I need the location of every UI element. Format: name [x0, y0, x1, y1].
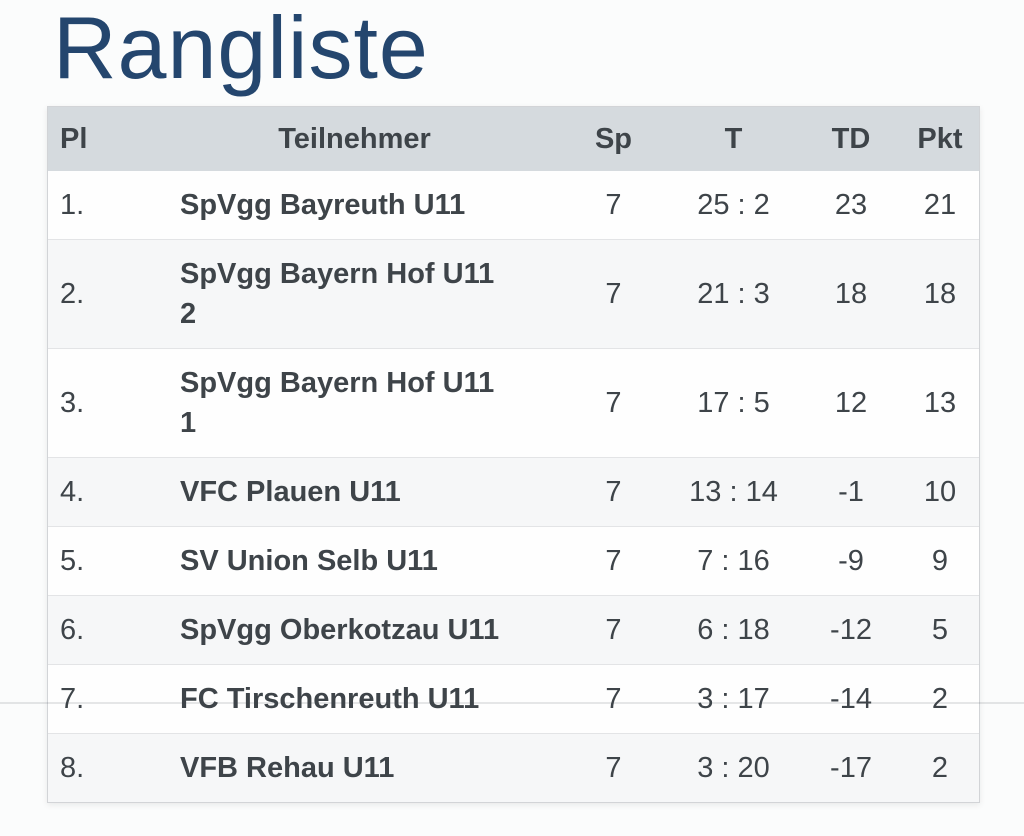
cell-pkt: 2	[901, 733, 979, 802]
cell-sp: 7	[561, 733, 666, 802]
cell-sp: 7	[561, 239, 666, 349]
cell-pl: 5.	[48, 526, 148, 596]
cell-t: 17 : 5	[666, 348, 801, 458]
cell-pl: 8.	[48, 733, 148, 802]
table-body: 1. SpVgg Bayreuth U11 7 25 : 2 23 21 2. SpVgg B…	[48, 171, 979, 802]
cell-team: SpVgg Bayreuth U11	[180, 189, 466, 221]
cell-sp: 7	[561, 348, 666, 458]
cell-t: 3 : 20	[666, 733, 801, 802]
header-td: TD	[801, 107, 901, 171]
header-teilnehmer: Teilnehmer	[148, 107, 561, 171]
cell-team: VFB Rehau U11	[148, 733, 561, 802]
header-pkt: Pkt	[901, 107, 979, 171]
rangliste-table: Pl Teilnehmer Sp T TD Pkt 1. SpVgg Bayreu…	[48, 107, 979, 802]
table-row: 2. SpVgg Bayern Hof U11 2 7 21 : 3 18 18	[48, 239, 979, 349]
table-row: 8. VFB Rehau U11 7 3 : 20 -17 2	[48, 733, 979, 802]
cell-team: SpVgg Bayern Hof U11 2	[148, 239, 561, 349]
cell-pl: 4.	[48, 457, 148, 527]
cell-pl: 7.	[48, 664, 148, 734]
rangliste-table-container: Pl Teilnehmer Sp T TD Pkt 1. SpVgg Bayreu…	[47, 106, 980, 803]
table-row: 5. SV Union Selb U11 7 7 : 16 -9 9	[48, 526, 979, 596]
cell-sp: 7	[561, 595, 666, 665]
cell-team: SpVgg Oberkotzau U11	[148, 595, 561, 665]
cell-td: 23	[834, 189, 868, 221]
table-header-row: Pl Teilnehmer Sp T TD Pkt	[48, 107, 979, 171]
cell-td: -1	[801, 457, 901, 527]
cell-td: -9	[801, 526, 901, 596]
cell-td: 12	[801, 348, 901, 458]
cell-pl: 1.	[60, 189, 85, 221]
header-sp: Sp	[561, 107, 666, 171]
cell-td: -17	[801, 733, 901, 802]
cell-team: SV Union Selb U11	[148, 526, 561, 596]
cell-team: SpVgg Bayern Hof U11 1	[148, 348, 561, 458]
cell-pkt: 5	[901, 595, 979, 665]
table-row: 4. VFC Plauen U11 7 13 : 14 -1 10	[48, 457, 979, 527]
table-row: 7. FC Tirschenreuth U11 7 3 : 17 -14 2	[48, 664, 979, 734]
cell-team: FC Tirschenreuth U11	[148, 664, 561, 734]
table-row: 1. SpVgg Bayreuth U11 7 25 : 2 23 21	[48, 171, 979, 240]
cell-t: 13 : 14	[666, 457, 801, 527]
cell-td: 18	[801, 239, 901, 349]
table-row: 6. SpVgg Oberkotzau U11 7 6 : 18 -12 5	[48, 595, 979, 665]
page-title: Rangliste	[53, 0, 429, 97]
cell-sp: 7	[605, 189, 622, 221]
cell-t: 7 : 16	[666, 526, 801, 596]
cell-pl: 2.	[48, 239, 148, 349]
cell-t: 6 : 18	[666, 595, 801, 665]
cell-pkt: 2	[901, 664, 979, 734]
cell-pl: 6.	[48, 595, 148, 665]
cell-pkt: 9	[901, 526, 979, 596]
cell-sp: 7	[561, 664, 666, 734]
cell-sp: 7	[561, 526, 666, 596]
cell-pkt: 18	[901, 239, 979, 349]
cell-sp: 7	[561, 457, 666, 527]
cell-pkt: 13	[901, 348, 979, 458]
header-pl: Pl	[48, 107, 148, 171]
cell-t: 25 : 2	[697, 189, 770, 221]
cell-td: -14	[801, 664, 901, 734]
cell-pkt: 21	[923, 189, 957, 221]
cell-pkt: 10	[901, 457, 979, 527]
cell-pl: 3.	[48, 348, 148, 458]
table-row: 3. SpVgg Bayern Hof U11 1 7 17 : 5 12 13	[48, 348, 979, 458]
cell-t: 3 : 17	[666, 664, 801, 734]
cell-team: VFC Plauen U11	[148, 457, 561, 527]
cell-td: -12	[801, 595, 901, 665]
header-t: T	[666, 107, 801, 171]
cell-t: 21 : 3	[666, 239, 801, 349]
